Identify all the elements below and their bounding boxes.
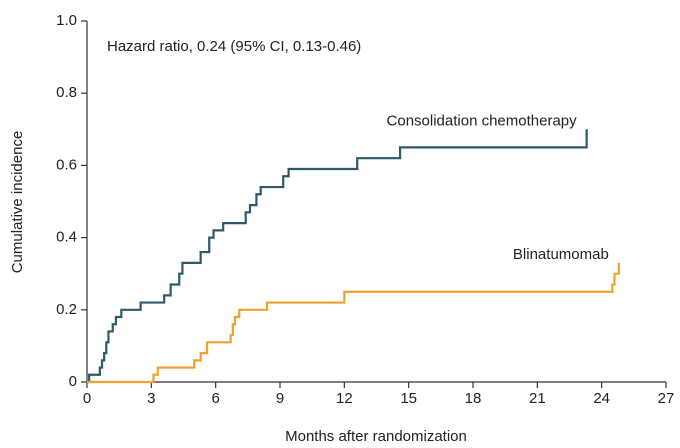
y-tick-label: 0 xyxy=(69,373,77,390)
series-label: Blinatumomab xyxy=(513,246,609,263)
x-tick-label: 3 xyxy=(147,390,155,407)
y-tick-label: 0.8 xyxy=(56,84,77,101)
x-tick-label: 27 xyxy=(658,390,675,407)
x-tick-label: 12 xyxy=(336,390,353,407)
y-tick-label: 0.2 xyxy=(56,301,77,318)
x-tick-label: 24 xyxy=(593,390,610,407)
y-tick-label: 1.0 xyxy=(56,12,77,29)
x-tick-label: 0 xyxy=(83,390,91,407)
x-tick-label: 18 xyxy=(465,390,482,407)
series-line xyxy=(87,129,588,384)
y-tick-label: 0.4 xyxy=(56,229,77,246)
series-label: Consolidation chemotherapy xyxy=(387,112,578,129)
x-axis-label: Months after randomization xyxy=(285,428,467,445)
x-tick-label: 6 xyxy=(211,390,219,407)
x-tick-label: 9 xyxy=(276,390,284,407)
annotation: Hazard ratio, 0.24 (95% CI, 0.13-0.46) xyxy=(107,38,361,55)
y-axis-label: Cumulative incidence xyxy=(9,131,26,274)
series-line xyxy=(87,262,620,384)
x-tick-label: 21 xyxy=(529,390,546,407)
y-tick-label: 0.6 xyxy=(56,156,77,173)
x-tick-label: 15 xyxy=(400,390,417,407)
